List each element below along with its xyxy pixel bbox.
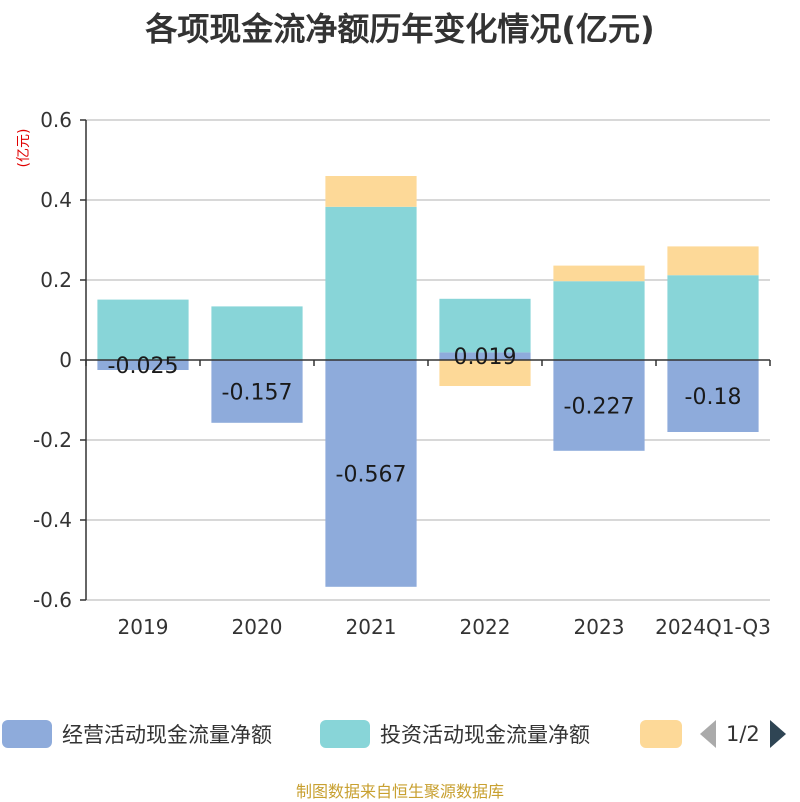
data-labels: -0.025 -0.157 -0.567 0.019 -0.227 -0.18	[108, 345, 742, 487]
legend-prev-page-icon[interactable]	[700, 720, 716, 748]
y-axis-unit-label: (亿元)	[16, 129, 32, 168]
bar-investing-2020	[211, 306, 303, 360]
data-label-operating-2020: -0.157	[222, 380, 293, 405]
legend-label-operating: 经营活动现金流量净额	[62, 723, 272, 747]
y-tick-label: 0.2	[40, 268, 72, 292]
data-label-operating-2019: -0.025	[108, 354, 179, 379]
bar-operating-2021	[325, 360, 417, 587]
legend-page-indicator: 1/2	[726, 722, 760, 746]
bars	[97, 176, 759, 587]
y-tick-label: 0	[59, 348, 72, 372]
legend-item-operating[interactable]: 经营活动现金流量净额	[2, 719, 272, 749]
bar-financing-2024Q1-Q3	[667, 246, 759, 276]
x-tick-label: 2024Q1-Q3	[655, 615, 771, 639]
data-label-operating-2024Q1-Q3: -0.18	[685, 385, 742, 410]
x-tick-label: 2021	[346, 615, 397, 639]
data-label-operating-2022: 0.019	[454, 345, 517, 370]
bar-operating-2020	[211, 360, 303, 423]
chart-plot: 0.6 0.4 0.2 0 -0.2 -0.4 -0.6 2019 2020 2021 2022 20…	[16, 108, 771, 639]
legend-swatch-operating	[2, 720, 52, 748]
y-tick-label: -0.4	[33, 508, 72, 532]
bar-investing-2022	[439, 298, 531, 353]
legend-item-investing[interactable]: 投资活动现金流量净额	[320, 719, 590, 749]
bar-financing-2022	[439, 360, 531, 386]
bar-operating-2022	[439, 352, 531, 360]
legend-swatch-financing	[640, 720, 682, 748]
source-note: 制图数据来自恒生聚源数据库	[295, 782, 504, 801]
y-tick-label: 0.6	[40, 108, 72, 132]
legend-swatch-investing	[320, 720, 370, 748]
bar-investing-2024Q1-Q3	[667, 275, 759, 360]
bar-financing-2021	[325, 176, 417, 207]
y-tick-label: 0.4	[40, 188, 72, 212]
legend: 经营活动现金流量净额 投资活动现金流量净额 1/2	[0, 716, 800, 752]
bar-investing-2019	[97, 299, 189, 360]
x-tick-label: 2019	[118, 615, 169, 639]
bar-financing-2023	[553, 265, 645, 282]
legend-next-page-icon[interactable]	[769, 720, 786, 748]
y-tick-label: -0.6	[33, 588, 72, 612]
bar-operating-2019	[97, 360, 189, 370]
x-tick-label: 2023	[574, 615, 625, 639]
bar-operating-2024Q1-Q3	[667, 360, 759, 432]
chart-title: 各项现金流净额历年变化情况(亿元)	[145, 10, 655, 48]
grid-lines	[86, 119, 770, 601]
x-tick-label: 2020	[232, 615, 283, 639]
x-tick-label: 2022	[460, 615, 511, 639]
bar-operating-2023	[553, 360, 645, 451]
legend-pager: 1/2	[700, 716, 786, 752]
legend-item-financing[interactable]	[640, 720, 682, 748]
bar-investing-2023	[553, 281, 645, 360]
y-tick-label: -0.2	[33, 428, 72, 452]
legend-label-investing: 投资活动现金流量净额	[380, 723, 590, 747]
axes: 0.6 0.4 0.2 0 -0.2 -0.4 -0.6 2019 2020 2021 2022 20…	[33, 108, 771, 639]
data-label-operating-2023: -0.227	[564, 394, 635, 419]
bar-investing-2021	[325, 206, 417, 360]
data-label-operating-2021: -0.567	[336, 462, 407, 487]
